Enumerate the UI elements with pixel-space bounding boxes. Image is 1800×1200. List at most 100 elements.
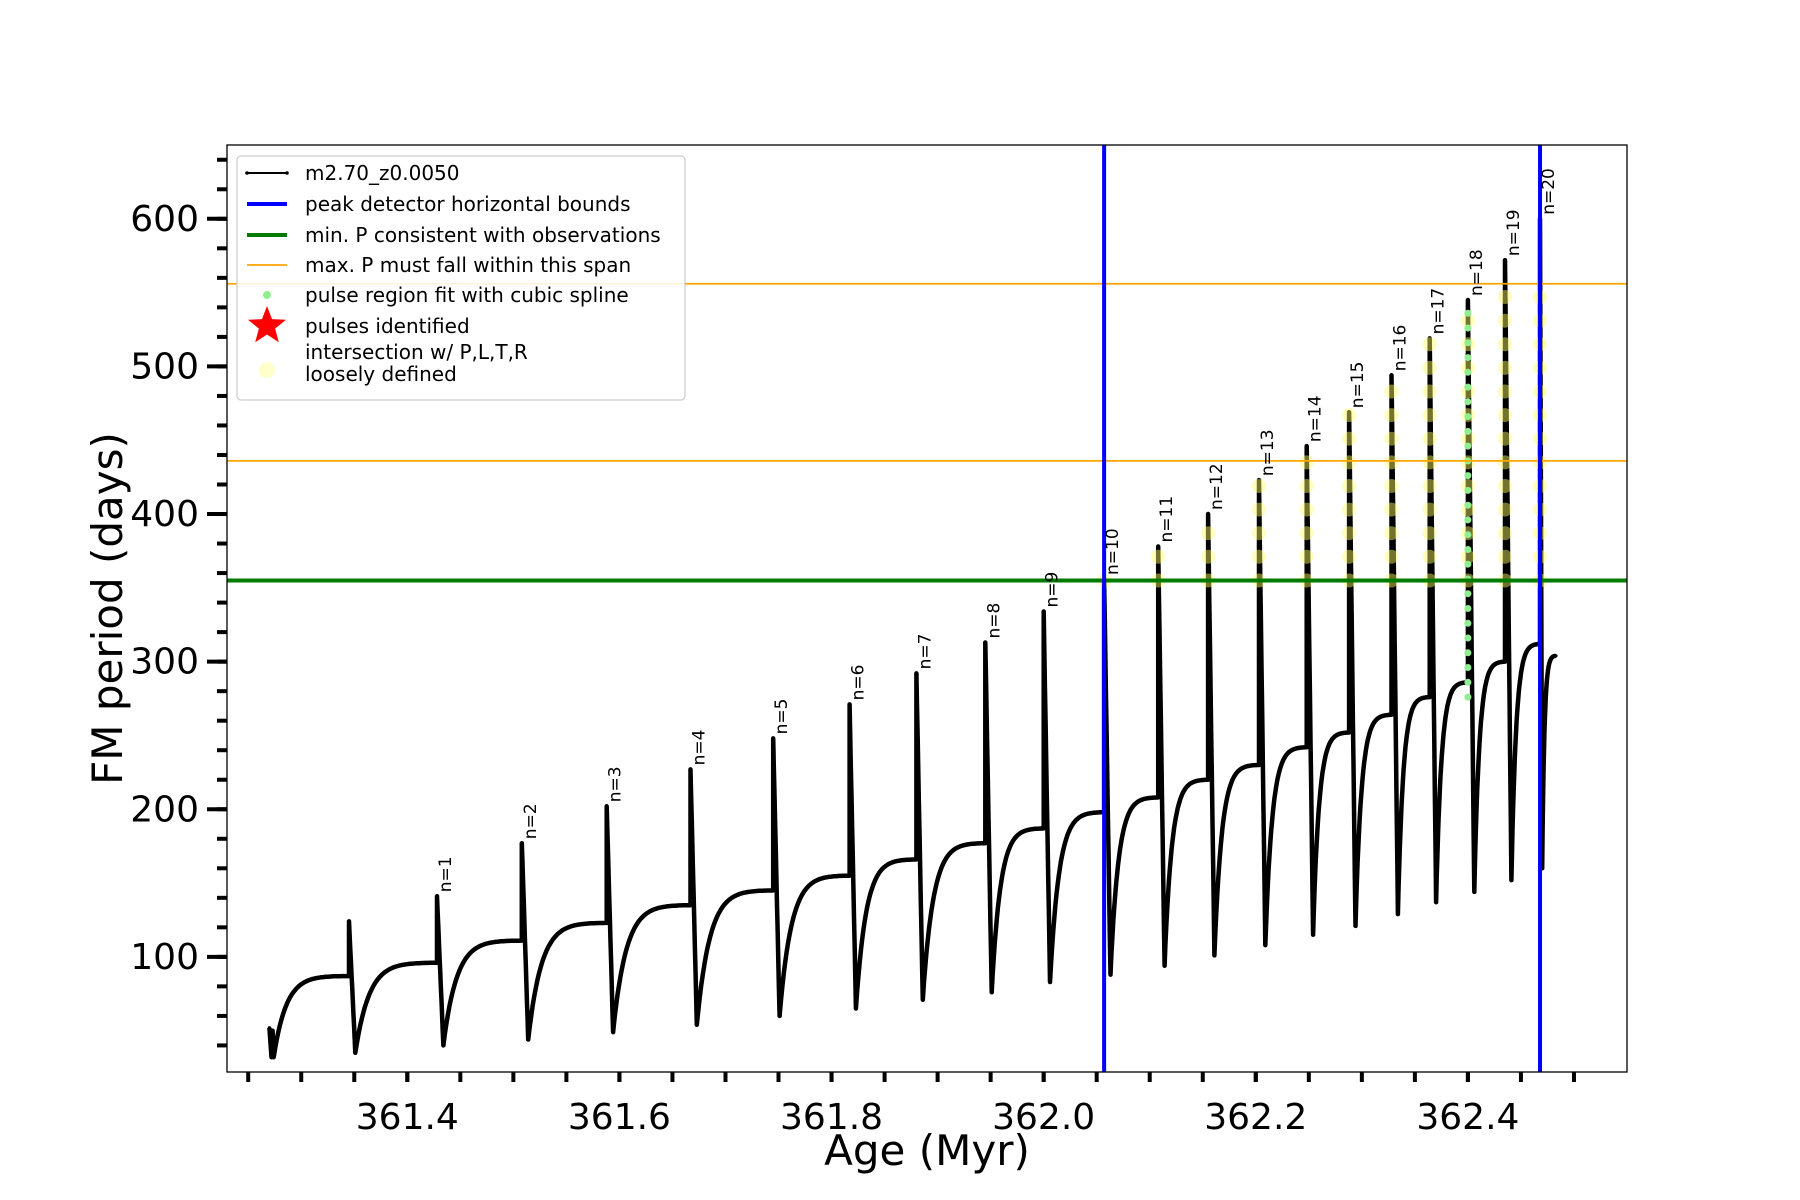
model-point [771, 736, 775, 741]
model-point [1161, 880, 1165, 884]
model-point [526, 1037, 530, 1042]
model-point [521, 880, 525, 885]
model-point [358, 1023, 362, 1028]
model-point [1433, 844, 1438, 848]
model-point [692, 921, 696, 925]
model-point [778, 1014, 782, 1018]
model-point [451, 989, 455, 993]
model-point [1361, 775, 1365, 779]
loose-intersection-marker [1422, 408, 1437, 423]
model-point [785, 950, 789, 954]
model-point [1271, 811, 1275, 815]
model-point [1258, 571, 1262, 575]
spline-fit-point [1464, 649, 1472, 657]
model-point [709, 933, 713, 937]
model-point [1173, 820, 1177, 824]
model-point [457, 969, 461, 974]
model-point [988, 885, 992, 889]
model-point [1438, 786, 1442, 791]
model-point [1407, 721, 1411, 725]
model-point [851, 885, 856, 889]
model-point [1118, 848, 1122, 852]
model-point [1554, 654, 1558, 658]
model-point [547, 944, 551, 949]
model-point [622, 957, 626, 962]
model-point [848, 702, 852, 707]
model-point [1353, 924, 1358, 928]
loose-intersection-marker [1460, 384, 1475, 399]
model-point [1267, 867, 1271, 871]
model-point [870, 887, 874, 892]
model-point [1403, 751, 1407, 756]
model-point [1063, 840, 1067, 844]
model-point [848, 874, 852, 878]
model-point [873, 878, 877, 882]
model-point [1006, 849, 1010, 853]
model-point [523, 939, 527, 944]
model-point [987, 850, 991, 855]
model-point [1310, 835, 1314, 839]
model-point [1176, 807, 1180, 811]
loose-intersection-marker [1422, 549, 1437, 564]
model-point [1503, 660, 1507, 664]
model-point [281, 1013, 285, 1017]
model-point [1315, 828, 1319, 832]
model-point [1432, 731, 1436, 735]
model-point [437, 954, 442, 958]
model-point [285, 1001, 289, 1005]
model-point [850, 824, 854, 828]
model-point [1506, 568, 1510, 572]
model-point [1112, 905, 1116, 909]
model-point [348, 933, 352, 937]
model-point [932, 893, 936, 898]
model-point [609, 962, 613, 967]
model-point [1394, 750, 1398, 755]
model-point [1263, 943, 1267, 947]
y-tick-label: 400 [130, 494, 199, 535]
model-point [1430, 562, 1434, 566]
pulse-label: n=6 [849, 665, 869, 701]
spline-fit-point [1464, 693, 1472, 701]
loose-intersection-marker [1384, 526, 1399, 541]
model-point [1212, 953, 1216, 958]
model-point [1268, 841, 1272, 845]
model-point [616, 992, 620, 996]
model-point [1512, 788, 1516, 792]
model-point [439, 984, 443, 988]
loose-intersection-marker [1498, 360, 1512, 375]
model-point [696, 1008, 701, 1012]
model-point [532, 993, 537, 997]
model-point [435, 894, 439, 898]
model-point [914, 857, 919, 862]
model-point [349, 972, 354, 976]
model-point [1207, 600, 1211, 604]
model-point [1064, 837, 1068, 841]
model-point [924, 950, 929, 954]
model-point [540, 960, 544, 964]
model-point [1266, 883, 1270, 887]
legend-swatch-loose [259, 362, 275, 378]
model-point [855, 990, 859, 994]
legend-swatch-star [248, 306, 286, 343]
model-point [1273, 790, 1277, 795]
model-point [718, 909, 722, 914]
model-point [1213, 932, 1217, 936]
model-point [941, 863, 945, 867]
model-point [704, 953, 708, 957]
model-point [993, 940, 997, 945]
spline-fit-point [1464, 354, 1472, 362]
model-point [1317, 807, 1321, 811]
model-point [939, 866, 944, 870]
model-point [1433, 787, 1437, 792]
model-point [1320, 777, 1324, 781]
spline-fit-point [1464, 309, 1472, 317]
model-point [1321, 766, 1325, 771]
model-point [995, 916, 999, 920]
model-point [1043, 684, 1047, 688]
model-point [1319, 783, 1323, 787]
model-point [702, 962, 707, 966]
model-point [915, 704, 919, 708]
model-point [1004, 855, 1008, 860]
